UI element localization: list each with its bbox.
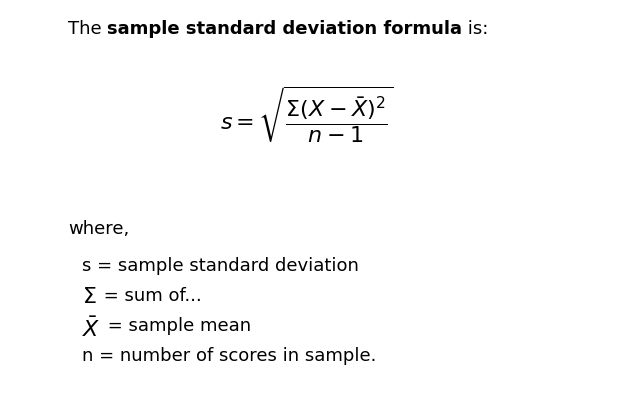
Text: where,: where, xyxy=(68,220,129,238)
Text: sample standard deviation formula: sample standard deviation formula xyxy=(107,20,462,38)
Text: n = number of scores in sample.: n = number of scores in sample. xyxy=(82,347,376,365)
Text: $\bar{X}$: $\bar{X}$ xyxy=(82,317,100,341)
Text: = sum of...: = sum of... xyxy=(97,287,202,305)
Text: s = sample standard deviation: s = sample standard deviation xyxy=(82,257,359,275)
Text: is:: is: xyxy=(462,20,489,38)
Text: $s = \sqrt{\dfrac{\Sigma(X - \bar{X})^2}{n - 1}}$: $s = \sqrt{\dfrac{\Sigma(X - \bar{X})^2}… xyxy=(220,84,393,145)
Text: = sample mean: = sample mean xyxy=(102,317,251,335)
Text: $\Sigma$: $\Sigma$ xyxy=(82,287,97,307)
Text: The: The xyxy=(68,20,107,38)
